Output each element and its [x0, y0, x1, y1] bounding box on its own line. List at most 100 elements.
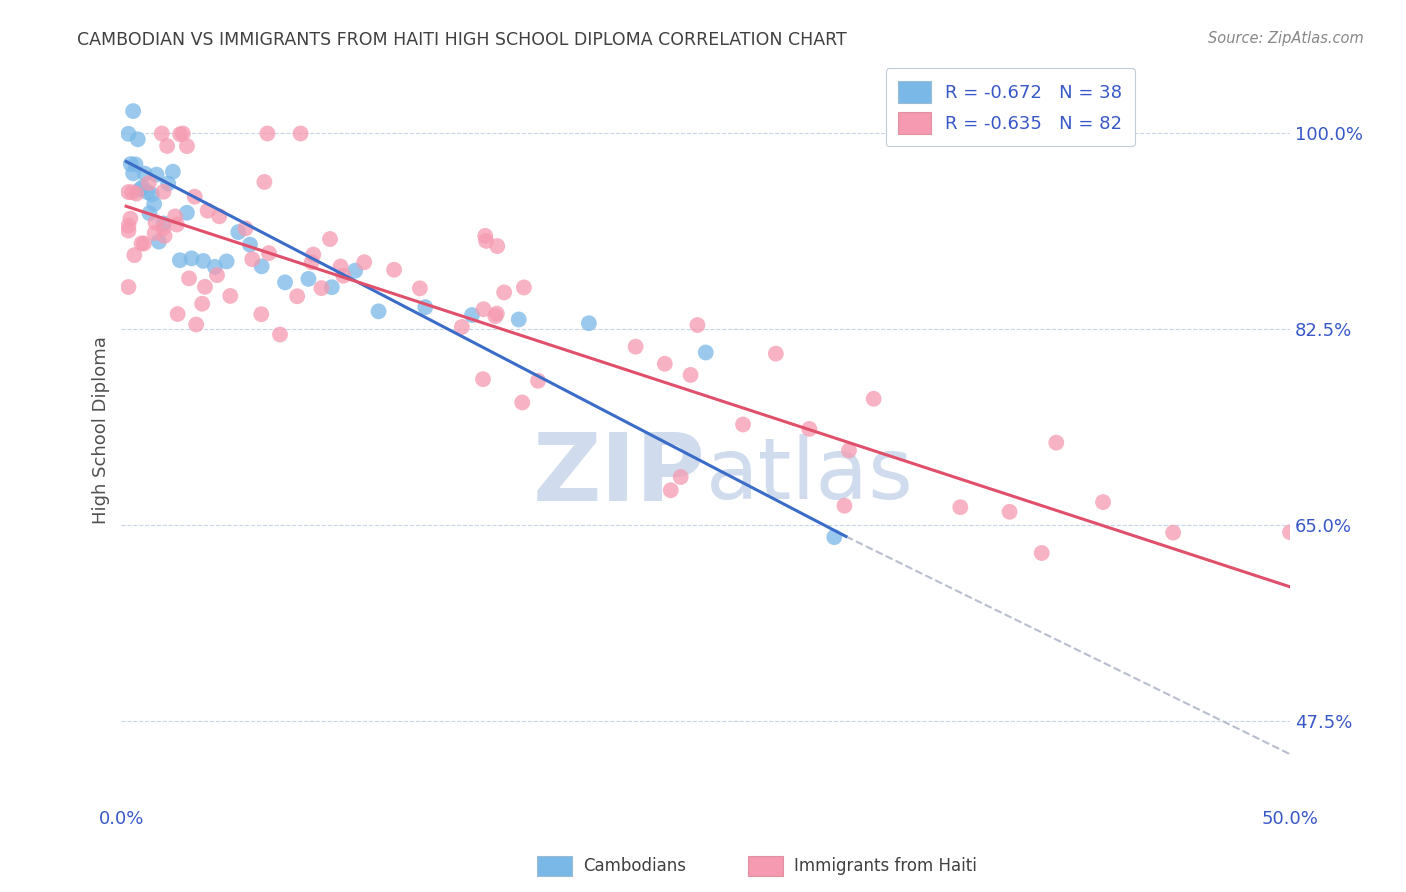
Point: [508, 312, 530, 326]
Point: [143, 197, 166, 211]
Point: [269, 327, 291, 342]
Point: [117, 280, 139, 294]
Point: [205, 268, 228, 282]
Point: [321, 280, 343, 294]
Point: [150, 127, 173, 141]
Point: [367, 304, 389, 318]
Point: [578, 316, 600, 330]
Point: [176, 206, 198, 220]
Point: [472, 302, 495, 317]
Point: [527, 374, 550, 388]
Point: [1279, 525, 1302, 540]
Point: [250, 260, 273, 274]
Point: [344, 263, 367, 277]
Point: [510, 395, 533, 409]
Point: [219, 289, 242, 303]
Point: [152, 185, 174, 199]
Point: [862, 392, 884, 406]
Point: [138, 176, 160, 190]
Point: [475, 234, 498, 248]
Point: [117, 185, 139, 199]
Point: [166, 218, 188, 232]
Point: [485, 307, 508, 321]
Point: [120, 211, 142, 226]
Point: [494, 285, 516, 300]
Point: [204, 260, 226, 274]
Point: [153, 228, 176, 243]
Point: [838, 443, 860, 458]
Text: Immigrants from Haiti: Immigrants from Haiti: [794, 857, 977, 875]
Point: [131, 236, 153, 251]
Point: [124, 157, 146, 171]
Point: [686, 318, 709, 332]
Point: [949, 500, 972, 515]
Point: [669, 470, 692, 484]
Point: [172, 127, 194, 141]
Point: [121, 186, 143, 200]
Point: [162, 164, 184, 178]
Point: [799, 422, 821, 436]
Point: [193, 254, 215, 268]
Point: [240, 252, 263, 267]
Point: [134, 167, 156, 181]
Point: [1092, 495, 1115, 509]
Point: [127, 132, 149, 146]
Point: [143, 226, 166, 240]
Point: [138, 206, 160, 220]
Point: [450, 320, 472, 334]
Point: [461, 308, 484, 322]
Point: [731, 417, 754, 432]
Point: [129, 182, 152, 196]
Point: [301, 255, 323, 269]
Point: [166, 307, 188, 321]
Point: [169, 253, 191, 268]
Point: [235, 221, 257, 235]
Point: [353, 255, 375, 269]
Point: [474, 228, 496, 243]
Point: [695, 345, 717, 359]
Point: [145, 168, 167, 182]
Point: [290, 127, 312, 141]
Point: [186, 318, 208, 332]
Point: [208, 209, 231, 223]
Point: [131, 180, 153, 194]
Point: [472, 372, 495, 386]
Point: [513, 280, 536, 294]
Text: atlas: atlas: [706, 434, 914, 516]
Point: [285, 289, 308, 303]
Point: [148, 235, 170, 249]
Point: [486, 239, 509, 253]
Point: [177, 271, 200, 285]
Point: [484, 309, 506, 323]
Point: [1031, 546, 1053, 560]
Point: [409, 281, 432, 295]
Point: [117, 224, 139, 238]
Point: [654, 357, 676, 371]
Point: [141, 187, 163, 202]
Text: Cambodians: Cambodians: [583, 857, 686, 875]
Point: [332, 268, 354, 283]
Point: [157, 177, 180, 191]
Point: [250, 307, 273, 321]
Point: [165, 210, 187, 224]
Point: [145, 215, 167, 229]
Point: [117, 127, 139, 141]
Point: [120, 157, 142, 171]
Point: [834, 499, 856, 513]
Point: [253, 175, 276, 189]
Text: ZIP: ZIP: [533, 429, 706, 521]
Point: [122, 166, 145, 180]
Point: [124, 248, 146, 262]
Point: [302, 247, 325, 261]
Point: [197, 203, 219, 218]
Legend: R = -0.672   N = 38, R = -0.635   N = 82: R = -0.672 N = 38, R = -0.635 N = 82: [886, 68, 1135, 146]
Point: [679, 368, 702, 382]
Point: [624, 340, 647, 354]
Point: [226, 225, 249, 239]
Point: [274, 276, 297, 290]
Point: [191, 296, 214, 310]
Point: [183, 189, 205, 203]
Point: [659, 483, 682, 498]
Point: [1045, 435, 1067, 450]
Point: [765, 346, 787, 360]
